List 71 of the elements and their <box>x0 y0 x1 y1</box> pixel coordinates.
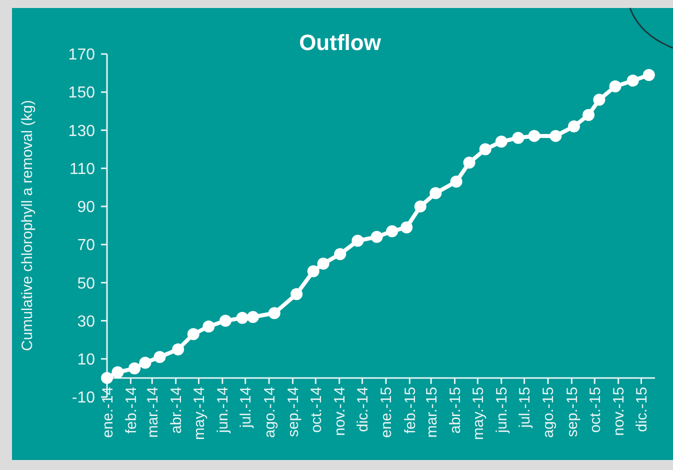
x-tick-label: sep.-15 <box>564 386 581 437</box>
point <box>112 366 124 378</box>
x-tick-label: dic.-14 <box>354 386 372 432</box>
point <box>512 132 524 144</box>
y-tick-label: 130 <box>68 122 96 140</box>
x-tick-label: feb.-15 <box>402 386 419 434</box>
y-axis-title: Cumulative chlorophyll a removal (kg) <box>19 100 36 351</box>
point <box>187 328 200 340</box>
y-tick-label: 30 <box>77 313 96 330</box>
point <box>317 258 330 270</box>
point <box>609 80 622 92</box>
y-tick-label: 70 <box>77 237 96 254</box>
point <box>550 130 562 142</box>
point <box>219 314 232 327</box>
point <box>370 230 383 243</box>
point <box>101 372 113 384</box>
point <box>479 143 492 156</box>
x-tick-label: oct.-15 <box>586 386 604 433</box>
point <box>154 350 166 363</box>
point <box>334 248 346 260</box>
point <box>172 343 184 356</box>
y-tick-label: -10 <box>72 390 96 407</box>
point <box>307 265 320 278</box>
x-tick-label: may.-15 <box>470 386 487 440</box>
x-tick-label: ene.-15 <box>378 386 396 438</box>
y-tick-label: 150 <box>68 84 96 102</box>
point <box>528 130 540 142</box>
point <box>352 234 364 247</box>
x-tick-label: mar.-14 <box>144 386 162 438</box>
point <box>626 74 639 87</box>
x-tick-label: dic.-15 <box>633 386 650 432</box>
point <box>139 356 152 369</box>
x-tick-label: abr.-14 <box>168 386 186 434</box>
point <box>593 94 606 106</box>
point <box>386 225 398 238</box>
point <box>202 320 215 332</box>
x-tick-label: jul.-15 <box>516 386 534 429</box>
point <box>268 307 280 320</box>
point <box>430 187 442 200</box>
point <box>495 136 508 148</box>
point <box>568 120 580 132</box>
x-tick-label: mar.-15 <box>423 386 440 438</box>
chart-title: Outflow <box>299 30 382 55</box>
x-tick-label: nov.-15 <box>610 386 628 436</box>
point <box>463 156 476 169</box>
point <box>400 221 413 234</box>
point <box>128 362 141 374</box>
y-tick-label: 170 <box>68 46 96 64</box>
point <box>414 200 426 212</box>
x-tick-label: oct.-14 <box>308 386 325 433</box>
y-tick-label: 90 <box>77 199 96 216</box>
x-tick-label: abr.-15 <box>447 386 464 434</box>
y-tick-label: 10 <box>77 351 96 368</box>
x-tick-label: nov.-14 <box>332 386 349 436</box>
point <box>642 68 655 81</box>
point <box>582 108 595 121</box>
x-tick-label: jun.-14 <box>214 386 232 434</box>
x-tick-label: sep.-14 <box>284 386 302 437</box>
x-tick-label: feb.-14 <box>122 386 140 434</box>
x-tick-label: ago.-15 <box>540 386 558 438</box>
x-tick-label: may.-14 <box>190 386 208 440</box>
x-tick-label: jun.-15 <box>494 386 511 434</box>
x-tick-label: ene.-14 <box>99 386 116 438</box>
x-tick-label: jul.-14 <box>238 386 255 429</box>
point <box>236 312 248 324</box>
y-tick-label: 50 <box>77 275 96 292</box>
point <box>290 288 303 300</box>
point <box>246 310 259 323</box>
x-tick-label: ago.-14 <box>261 386 278 438</box>
point <box>450 176 462 188</box>
y-tick-label: 110 <box>69 160 96 178</box>
